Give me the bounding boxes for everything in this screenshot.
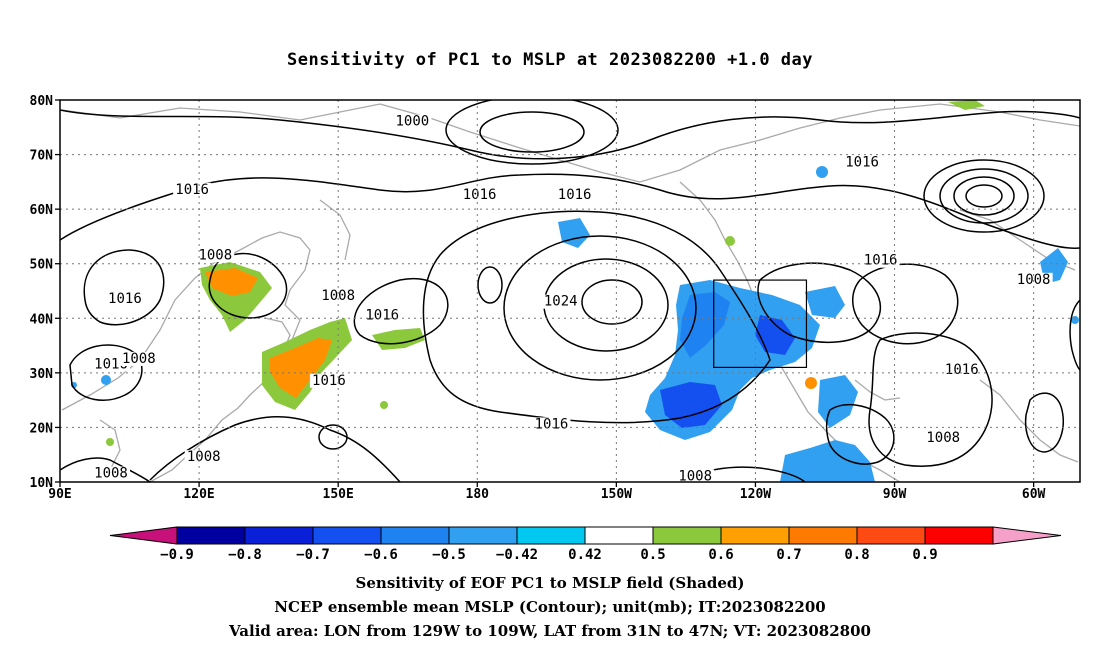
lon-tick-label: 90E [48,487,71,502]
contour-label-bg [1014,272,1053,287]
lat-tick-label: 10N [30,476,54,491]
colorbar-swatch [516,526,586,545]
colorbar-arrow-low [109,526,178,545]
colorbar-label: −0.9 [160,547,194,563]
contour-label-bg [555,188,594,203]
contour-label: 1008 [926,430,960,446]
colorbar-swatch [244,526,314,545]
colorbar-swatch [720,526,790,545]
lat-tick-label: 70N [30,149,54,164]
contour-label: 1016 [845,154,879,170]
contour-label: 1016 [945,362,979,378]
contour-label: 1008 [187,449,221,465]
contour-label: 1008 [94,466,128,482]
contour-label: 1016 [535,416,569,432]
page-title: Sensitivity of PC1 to MSLP at 2023082200… [286,50,813,70]
colorbar-label: 0.5 [640,547,665,563]
contour-label-bg [393,114,432,129]
contour-label: 1016 [558,187,592,203]
contour-label-bg [184,450,223,465]
contour-label-bg [319,289,358,304]
lat-tick-label: 20N [30,421,54,436]
contour-label-bg [843,155,882,170]
contour-label: 1008 [321,288,355,304]
contour-label-bg [924,431,963,446]
lat-tick-label: 30N [30,367,54,382]
contour-label-bg [196,248,235,263]
colorbar-label: 0.6 [708,547,733,563]
colorbar-label: 0.8 [844,547,869,563]
valid-area-box [713,279,808,369]
contour-label: 1024 [544,294,578,310]
contour-label-bg [676,469,715,484]
lat-tick-label: 50N [30,258,54,273]
colorbar-label: 0.7 [776,547,801,563]
colorbar-label: 0.42 [568,547,602,563]
colorbar-swatch [652,526,722,545]
contour-label-bg [541,294,580,309]
contour-label-bg [942,362,981,377]
map-frame [59,99,1081,483]
colorbar-labels: −0.9 −0.8 −0.7 −0.6 −0.5 −0.42 0.42 0.5 0.6 0.7 0.… [160,547,938,563]
colorbar-label: 0.9 [912,547,937,563]
colorbar-label: −0.5 [432,547,466,563]
contour-label-bg [460,188,499,203]
contour-label: 1016 [365,307,399,323]
colorbar-arrow-high [992,526,1062,545]
contour-label-bg [105,291,144,306]
mslp-contours [60,100,1080,482]
contour-label: 1016 [312,373,346,389]
lon-tick-label: 90W [883,487,907,502]
lon-tick-label: 150E [323,487,354,502]
colorbar-swatch [924,526,994,545]
colorbar [109,526,1062,545]
contour-label-bg [119,351,158,366]
caption-contour: NCEP ensemble mean MSLP (Contour); unit(… [274,598,826,616]
contour-label: 1016 [175,182,209,198]
colorbar-swatch [856,526,926,545]
grid-lines [60,100,1080,482]
contour-label: 1008 [1017,272,1051,288]
colorbar-swatch [176,526,246,545]
colorbar-label: −0.8 [228,547,262,563]
colorbar-swatch [312,526,382,545]
contour-label: 1016 [94,356,128,372]
caption-shading: Sensitivity of EOF PC1 to MSLP field (Sh… [355,574,745,592]
lat-tick-label: 60N [30,203,54,218]
lon-tick-label: 180 [466,487,490,502]
colorbar-label: −0.42 [496,547,538,563]
contour-label: 1008 [198,247,232,263]
lat-tick-label: 40N [30,312,54,327]
contour-label: 1000 [396,114,430,130]
colorbar-label: −0.7 [296,547,330,563]
caption-valid-area: Valid area: LON from 129W to 109W, LAT f… [229,622,871,640]
contour-label: 1016 [864,253,898,269]
longitude-axis: 90E 120E 150E 180 150W 120W 90W 60W [48,482,1046,502]
colorbar-swatch [448,526,518,545]
contour-label: 1008 [122,351,156,367]
lon-tick-label: 150W [601,487,632,502]
colorbar-swatch [788,526,858,545]
lon-tick-label: 60W [1022,487,1046,502]
contour-label-bg [173,182,212,197]
lat-tick-label: 80N [30,94,54,109]
contour-label: 1008 [678,468,712,484]
colorbar-swatch [584,526,654,545]
lon-tick-label: 120E [183,487,214,502]
contour-label: 1016 [463,187,497,203]
contour-label: 1016 [108,291,142,307]
colorbar-swatch [380,526,450,545]
colorbar-label: −0.6 [364,547,398,563]
latitude-axis: 80N 70N 60N 50N 40N 30N 20N 10N [30,94,60,491]
contour-label-bg [92,466,130,481]
lon-tick-label: 120W [740,487,771,502]
